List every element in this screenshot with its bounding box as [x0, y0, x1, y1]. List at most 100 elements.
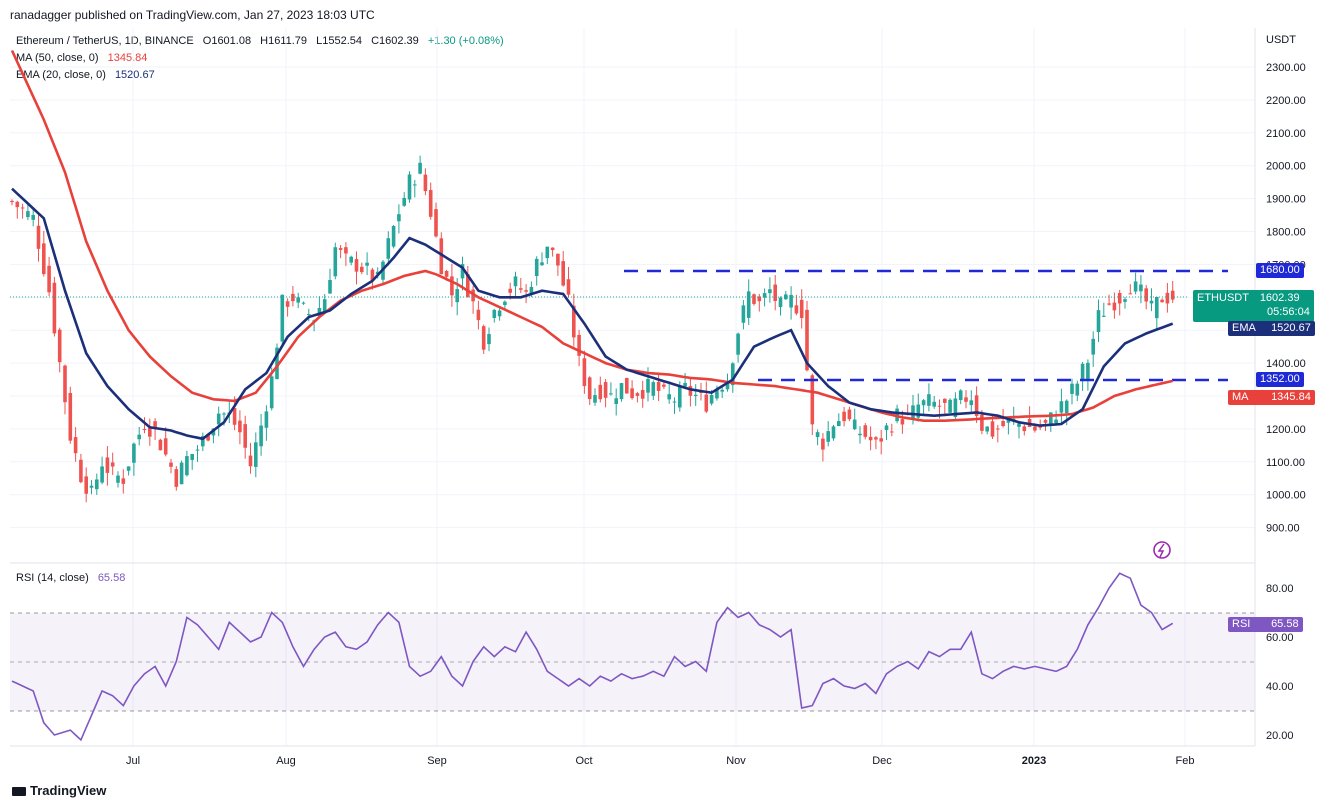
candle-body — [651, 382, 656, 396]
candle-body — [497, 310, 502, 317]
price-tick-label: 1800.00 — [1266, 227, 1306, 239]
candle-body — [57, 329, 62, 363]
candle-body — [10, 200, 14, 203]
candle-body — [572, 305, 576, 338]
candle-body — [762, 293, 767, 298]
candle-body — [683, 382, 687, 387]
rsi-tick-label: 20.00 — [1266, 730, 1294, 742]
rsi-legend-label: RSI (14, close) — [16, 572, 89, 584]
candle-body — [15, 201, 20, 208]
candle-body — [413, 184, 417, 186]
candle-body — [20, 207, 25, 209]
candle-body — [195, 449, 200, 451]
candle-body — [736, 333, 740, 355]
resistance-tag: 1680.00 — [1256, 263, 1304, 278]
candle-body — [296, 297, 300, 303]
rsi-legend[interactable]: RSI (14, close) 65.58 — [16, 572, 125, 584]
rsi-tag: RSI 65.58 — [1228, 617, 1303, 632]
candle-body — [275, 347, 279, 380]
candle-body — [635, 393, 640, 396]
candle-body — [418, 162, 422, 174]
symbol-name[interactable]: Ethereum / TetherUS, 1D, BINANCE — [16, 35, 194, 47]
candle-body — [948, 399, 952, 413]
candle-body — [704, 394, 709, 412]
candle-body — [974, 395, 979, 416]
candle-body — [900, 419, 905, 425]
time-tick-label: 2023 — [1022, 755, 1046, 767]
candle-body — [110, 462, 115, 467]
candle-body — [349, 256, 353, 263]
candle-body — [100, 466, 104, 483]
candle-body — [201, 436, 205, 447]
candle-body — [391, 226, 396, 247]
candle-body — [174, 469, 179, 487]
price-tick-label: 2000.00 — [1266, 161, 1306, 173]
candle-body — [1133, 281, 1138, 292]
candle-body — [397, 214, 401, 222]
ema-tag: EMA 1520.67 — [1228, 321, 1315, 336]
candle-body — [190, 454, 194, 460]
candle-body — [1049, 412, 1053, 424]
price-tick-label: 2300.00 — [1266, 62, 1306, 74]
ema-legend[interactable]: EMA (20, close, 0) 1520.67 — [16, 69, 155, 81]
symbol-legend: Ethereum / TetherUS, 1D, BINANCE O1601.0… — [16, 35, 504, 47]
candle-body — [529, 286, 534, 295]
candle-body — [254, 442, 258, 467]
candle-body — [524, 290, 528, 292]
candle-body — [280, 294, 285, 342]
candle-body — [746, 291, 751, 318]
candle-body — [248, 455, 253, 467]
candle-body — [969, 400, 974, 406]
tradingview-logo[interactable]: TradingView — [12, 783, 106, 798]
candle-body — [1054, 419, 1058, 424]
ohlc-low: L1552.54 — [316, 35, 362, 47]
candle-body — [720, 389, 724, 392]
time-tick-label: Oct — [575, 755, 592, 767]
candle-body — [1001, 421, 1005, 427]
candle-body — [344, 247, 348, 254]
candle-body — [640, 390, 645, 399]
candle-body — [1160, 299, 1164, 303]
candle-body — [980, 414, 984, 431]
candle-body — [1139, 284, 1143, 292]
candle-body — [84, 476, 88, 494]
candle-body — [757, 296, 762, 302]
tradingview-logo-icon — [12, 787, 26, 797]
candle-body — [407, 174, 412, 200]
ema-tag-label: EMA — [1232, 322, 1256, 334]
candle-body — [773, 284, 777, 301]
candle-body — [63, 365, 67, 403]
rsi-tag-label: RSI — [1232, 618, 1251, 630]
candle-body — [322, 299, 327, 312]
ma-legend[interactable]: MA (50, close, 0) 1345.84 — [16, 52, 147, 64]
candle-body — [587, 377, 592, 400]
candle-body — [805, 309, 809, 371]
candle-body — [672, 401, 677, 403]
price-tick-label: 1400.00 — [1266, 358, 1306, 370]
ma-tag: MA 1345.84 — [1228, 390, 1315, 405]
rsi-tick-label: 40.00 — [1266, 681, 1294, 693]
candle-body — [964, 397, 968, 402]
candle-body — [1006, 419, 1011, 423]
price-tick-label: 1900.00 — [1266, 194, 1306, 206]
candle-body — [519, 288, 523, 290]
price-tick-label: 900.00 — [1266, 523, 1300, 535]
candle-body — [95, 479, 99, 490]
ticker-tag-countdown: 05:56:04 — [1267, 306, 1310, 318]
candle-body — [216, 413, 221, 425]
candle-body — [460, 264, 465, 279]
tradingview-brand: TradingView — [30, 783, 107, 798]
candle-body — [450, 276, 454, 296]
candle-body — [370, 269, 375, 281]
candle-body — [953, 398, 958, 417]
candle-body — [768, 289, 772, 294]
time-tick-label: Jul — [126, 755, 140, 767]
ma-legend-value: 1345.84 — [107, 52, 148, 64]
alert-icon[interactable] — [1153, 541, 1171, 559]
candle-body — [148, 428, 152, 437]
candle-body — [1170, 290, 1175, 300]
candle-body — [1112, 302, 1117, 311]
candle-body — [561, 261, 565, 286]
candle-body — [1102, 315, 1106, 317]
